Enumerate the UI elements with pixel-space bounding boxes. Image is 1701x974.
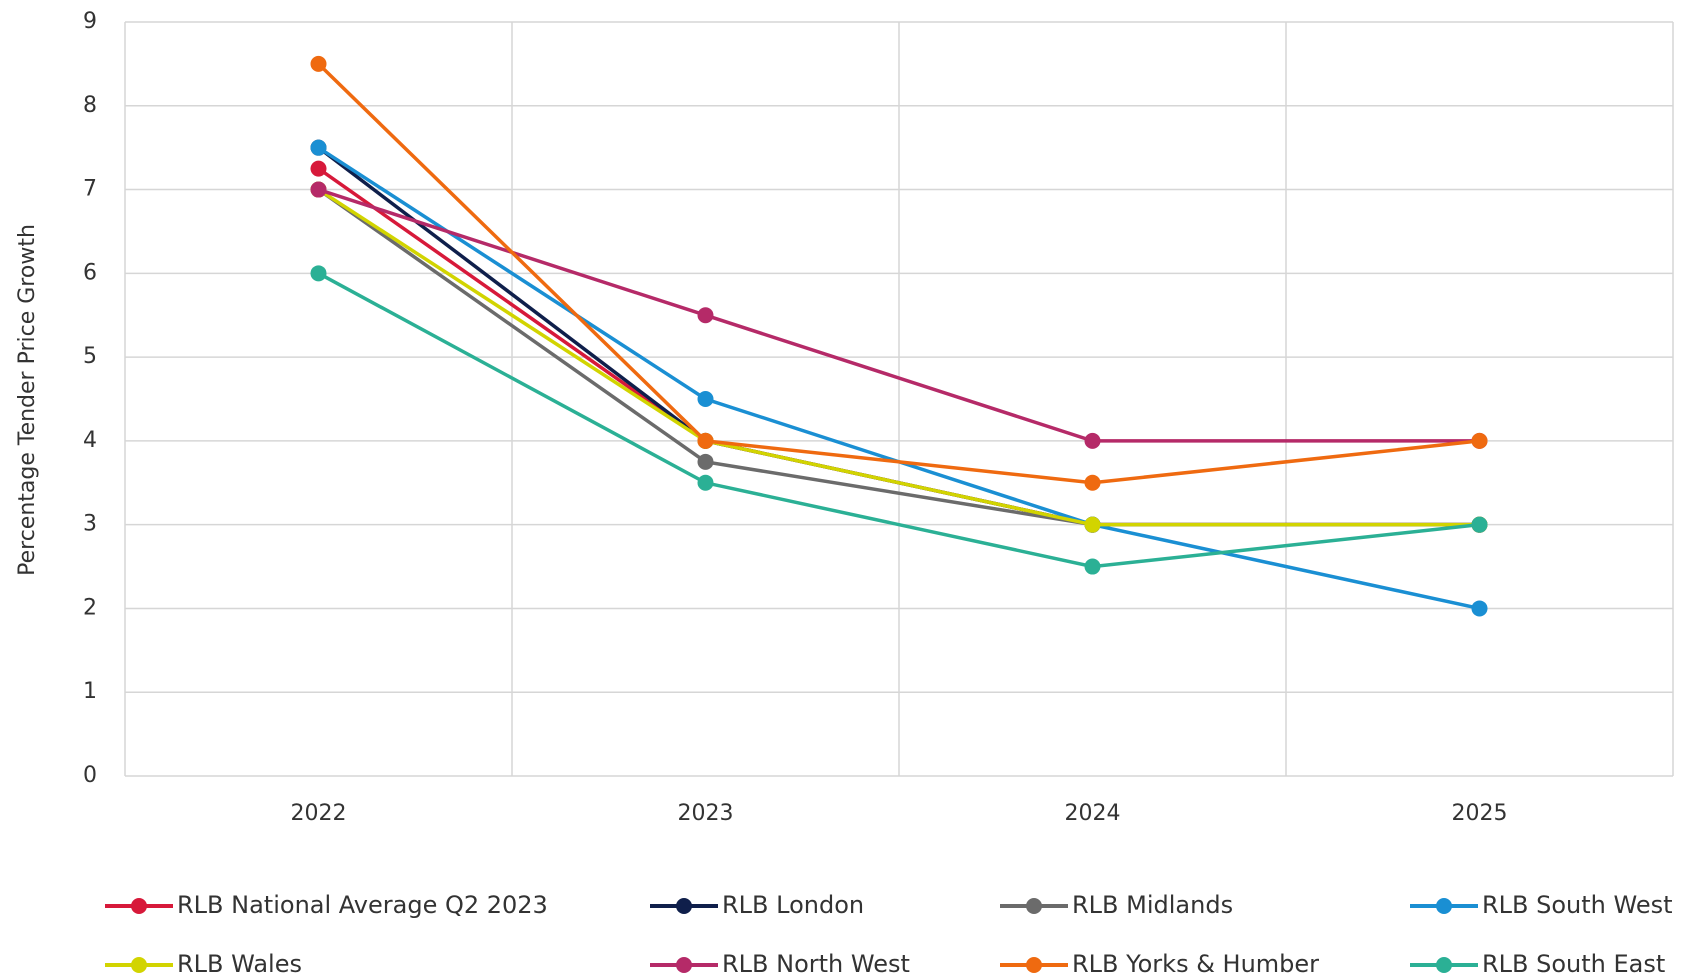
legend-label: RLB South East — [1482, 950, 1665, 974]
legend-label: RLB Wales — [177, 950, 302, 974]
legend-marker — [1026, 898, 1042, 914]
data-point — [697, 391, 714, 407]
data-point — [697, 453, 714, 470]
legend-marker — [1436, 898, 1452, 914]
data-point — [310, 55, 327, 72]
data-point — [1084, 432, 1101, 449]
x-tick-label: 2024 — [1065, 801, 1121, 826]
x-tick-label: 2022 — [291, 801, 347, 826]
series-line — [317, 188, 1480, 527]
legend-label: RLB South West — [1482, 891, 1673, 919]
legend-marker — [131, 957, 147, 973]
y-axis-label: Percentage Tender Price Growth — [15, 224, 40, 576]
data-point — [310, 265, 327, 282]
y-tick-label: 1 — [83, 679, 97, 704]
legend-label: RLB Midlands — [1072, 891, 1233, 919]
legend-label: RLB National Average Q2 2023 — [177, 891, 548, 919]
legend-label: RLB London — [722, 891, 864, 919]
x-tick-label: 2025 — [1452, 801, 1508, 826]
y-tick-label: 8 — [83, 93, 97, 118]
x-tick-label: 2023 — [678, 801, 734, 826]
legend-marker — [676, 898, 692, 914]
y-tick-label: 5 — [83, 344, 97, 369]
series-line — [317, 271, 1480, 569]
y-tick-label: 6 — [83, 260, 97, 285]
y-tick-label: 2 — [83, 595, 97, 620]
legend-marker — [676, 957, 692, 973]
data-point — [697, 432, 714, 449]
y-tick-label: 3 — [83, 512, 97, 537]
legend-marker — [1026, 957, 1042, 973]
data-point — [310, 181, 327, 198]
y-tick-label: 7 — [83, 177, 97, 202]
data-point — [1471, 600, 1488, 617]
series-line — [317, 62, 1480, 485]
legend-marker — [131, 898, 147, 914]
data-point — [310, 139, 327, 156]
data-point — [1471, 516, 1488, 533]
data-point — [310, 160, 327, 177]
legend-marker — [1436, 957, 1452, 973]
data-point — [1471, 432, 1488, 449]
data-point — [1084, 558, 1101, 575]
legend-label: RLB North West — [722, 950, 910, 974]
data-point — [697, 307, 714, 324]
y-tick-label: 0 — [83, 763, 97, 788]
data-point — [1084, 516, 1101, 533]
data-point — [1084, 474, 1101, 491]
y-tick-label: 4 — [83, 428, 97, 453]
legend-label: RLB Yorks & Humber — [1072, 950, 1319, 974]
data-point — [697, 474, 714, 491]
y-tick-label: 9 — [83, 9, 97, 34]
